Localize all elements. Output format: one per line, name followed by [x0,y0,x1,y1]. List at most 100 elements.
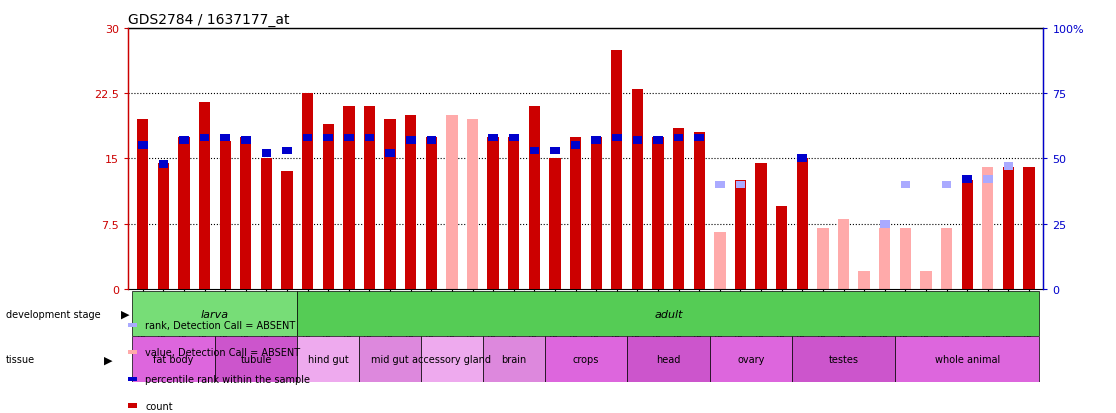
Bar [983,176,992,184]
Text: larva: larva [201,309,229,319]
Bar [133,337,215,382]
Bar [529,107,540,289]
Bar [200,134,210,142]
Bar [282,147,292,155]
Bar [133,291,297,337]
Bar [545,337,627,382]
Bar [466,120,479,289]
Bar [488,137,499,289]
Bar [858,272,869,289]
Bar [241,137,251,145]
Bar [281,172,292,289]
Text: adult: adult [654,309,683,319]
Text: testes: testes [828,354,858,364]
Bar [261,159,272,289]
Text: ▶: ▶ [104,354,113,364]
Bar [364,107,375,289]
Text: hind gut: hind gut [308,354,348,364]
Bar [962,176,972,184]
Bar [421,337,483,382]
Bar [941,228,952,289]
Text: fat body: fat body [154,354,194,364]
Text: count: count [145,401,173,411]
Bar [483,337,545,382]
Bar [446,116,458,289]
Text: GDS2784 / 1637177_at: GDS2784 / 1637177_at [128,12,290,26]
Text: tissue: tissue [6,354,35,364]
Bar [365,134,374,142]
Bar [735,181,745,189]
Bar [734,180,747,289]
Bar [220,142,231,289]
Bar [530,147,539,155]
Bar [798,155,807,163]
Bar [899,228,911,289]
Bar [962,180,973,289]
Text: value, Detection Call = ABSENT: value, Detection Call = ABSENT [145,347,300,357]
Text: whole animal: whole animal [934,354,1000,364]
Bar [138,142,147,150]
Text: crops: crops [573,354,599,364]
Bar [612,134,622,142]
Bar [179,137,190,289]
Bar [817,228,828,289]
Bar [137,120,148,289]
Bar [673,128,684,289]
Bar [509,134,519,142]
Bar [693,133,705,289]
Bar [1003,163,1013,171]
Bar [674,134,683,142]
Bar [180,137,189,145]
Bar [302,94,314,289]
Text: accessory gland: accessory gland [413,354,491,364]
Bar [323,124,334,289]
Bar [425,137,437,289]
Bar [756,163,767,289]
Text: development stage: development stage [6,309,100,319]
Bar [879,228,891,289]
Text: ovary: ovary [737,354,764,364]
Bar [715,181,724,189]
Bar [942,181,952,189]
Bar [220,134,230,142]
Bar [406,137,415,145]
Bar [982,168,993,289]
Text: brain: brain [501,354,527,364]
Bar [714,233,725,289]
Bar [632,90,643,289]
Bar [633,137,642,145]
Bar [838,220,849,289]
Bar [921,272,932,289]
Bar [653,137,664,289]
Bar [508,137,519,289]
Bar [694,134,704,142]
Bar [297,291,1039,337]
Bar [590,137,602,289]
Bar [797,159,808,289]
Bar [489,134,498,142]
Bar [792,337,895,382]
Text: percentile rank within the sample: percentile rank within the sample [145,374,310,384]
Bar [359,337,421,382]
Bar [158,160,169,168]
Bar [302,134,312,142]
Bar [344,107,355,289]
Text: ▶: ▶ [121,309,129,319]
Bar [776,206,788,289]
Bar [405,116,416,289]
Bar [570,137,581,289]
Bar [570,142,580,150]
Bar [215,337,297,382]
Bar [901,181,911,189]
Bar [591,137,602,145]
Bar [384,120,396,289]
Bar [550,147,560,155]
Bar [297,337,359,382]
Bar [199,102,210,289]
Bar [385,150,395,158]
Bar [895,337,1039,382]
Bar [612,50,623,289]
Bar [1023,168,1035,289]
Bar [879,220,889,228]
Bar [1003,168,1014,289]
